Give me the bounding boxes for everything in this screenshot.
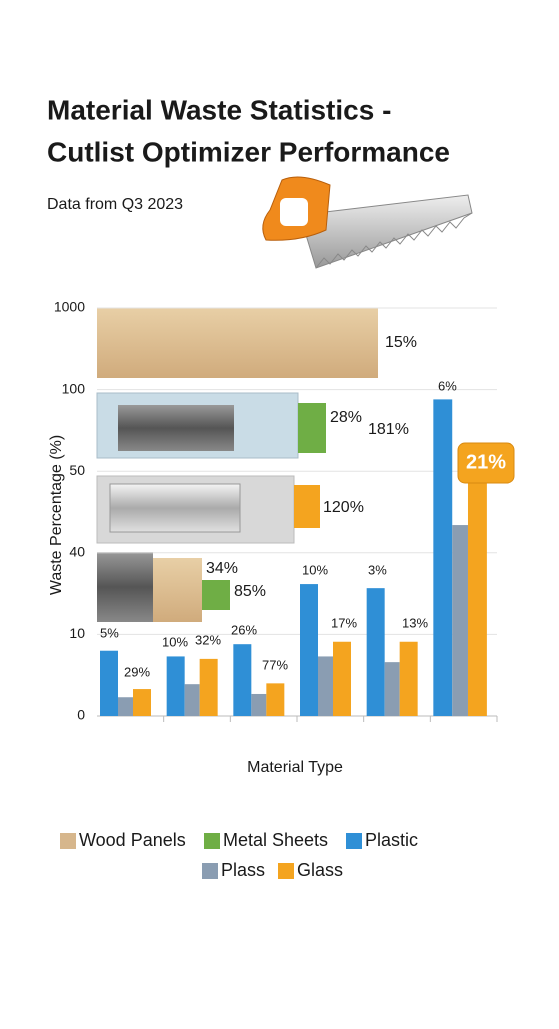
annotation: 32% bbox=[195, 632, 221, 647]
legend-label: Metal Sheets bbox=[223, 830, 328, 850]
y-tick-label: 10 bbox=[69, 625, 85, 641]
annotation: 15% bbox=[385, 334, 417, 351]
bar bbox=[384, 662, 400, 716]
legend-label: Plass bbox=[221, 860, 265, 880]
chart-title: Material Waste Statistics - bbox=[47, 94, 391, 125]
legend-label: Wood Panels bbox=[79, 830, 186, 850]
annotation: 85% bbox=[234, 583, 266, 600]
bar bbox=[184, 684, 200, 716]
material-panels bbox=[96, 308, 378, 622]
bar bbox=[467, 471, 487, 716]
annotation: 3% bbox=[368, 562, 387, 577]
annotation: 28% bbox=[330, 409, 362, 426]
annotation: 17% bbox=[331, 615, 357, 630]
bar bbox=[300, 584, 318, 716]
bar bbox=[366, 588, 385, 716]
annotation: 120% bbox=[323, 499, 364, 516]
chart-subtitle: Data from Q3 2023 bbox=[47, 196, 183, 213]
y-tick-label: 100 bbox=[62, 380, 86, 396]
annotation: 77% bbox=[262, 657, 288, 672]
bar bbox=[266, 683, 285, 716]
y-tick-label: 1000 bbox=[54, 299, 85, 315]
legend-swatch bbox=[278, 863, 294, 879]
bar bbox=[233, 644, 252, 716]
bar bbox=[118, 697, 133, 716]
annotation: 6% bbox=[438, 378, 457, 393]
chart-title: Cutlist Optimizer Performance bbox=[47, 136, 450, 167]
bar bbox=[100, 650, 118, 716]
legend-label: Plastic bbox=[365, 830, 418, 850]
bar bbox=[318, 656, 333, 716]
legend-swatch bbox=[202, 863, 218, 879]
y-tick-label: 40 bbox=[69, 544, 85, 560]
bar bbox=[251, 693, 267, 716]
bar bbox=[166, 656, 185, 716]
bar bbox=[199, 658, 218, 716]
annotation: 13% bbox=[402, 615, 428, 630]
annotation: 34% bbox=[206, 560, 238, 577]
annotation: 21% bbox=[466, 451, 506, 473]
legend-swatch bbox=[60, 833, 76, 849]
bar bbox=[399, 641, 418, 716]
legend-swatch bbox=[346, 833, 362, 849]
annotation: 5% bbox=[100, 625, 119, 640]
legend-swatch bbox=[204, 833, 220, 849]
badge bbox=[457, 442, 515, 484]
y-axis-label: Waste Percentage (%) bbox=[48, 435, 65, 595]
bar bbox=[133, 689, 151, 716]
annotation: 26% bbox=[231, 622, 257, 637]
y-tick-label: 0 bbox=[77, 707, 85, 723]
annotation: 10% bbox=[162, 634, 188, 649]
bar bbox=[433, 399, 453, 716]
annotation: 181% bbox=[368, 421, 409, 438]
y-tick-label: 50 bbox=[69, 462, 85, 478]
legend-label: Glass bbox=[297, 860, 343, 880]
saw-icon bbox=[262, 176, 473, 269]
x-axis-label: Material Type bbox=[247, 759, 343, 776]
bar bbox=[452, 525, 468, 716]
annotation: 29% bbox=[124, 664, 150, 679]
bar bbox=[333, 641, 351, 716]
annotation: 10% bbox=[302, 562, 328, 577]
